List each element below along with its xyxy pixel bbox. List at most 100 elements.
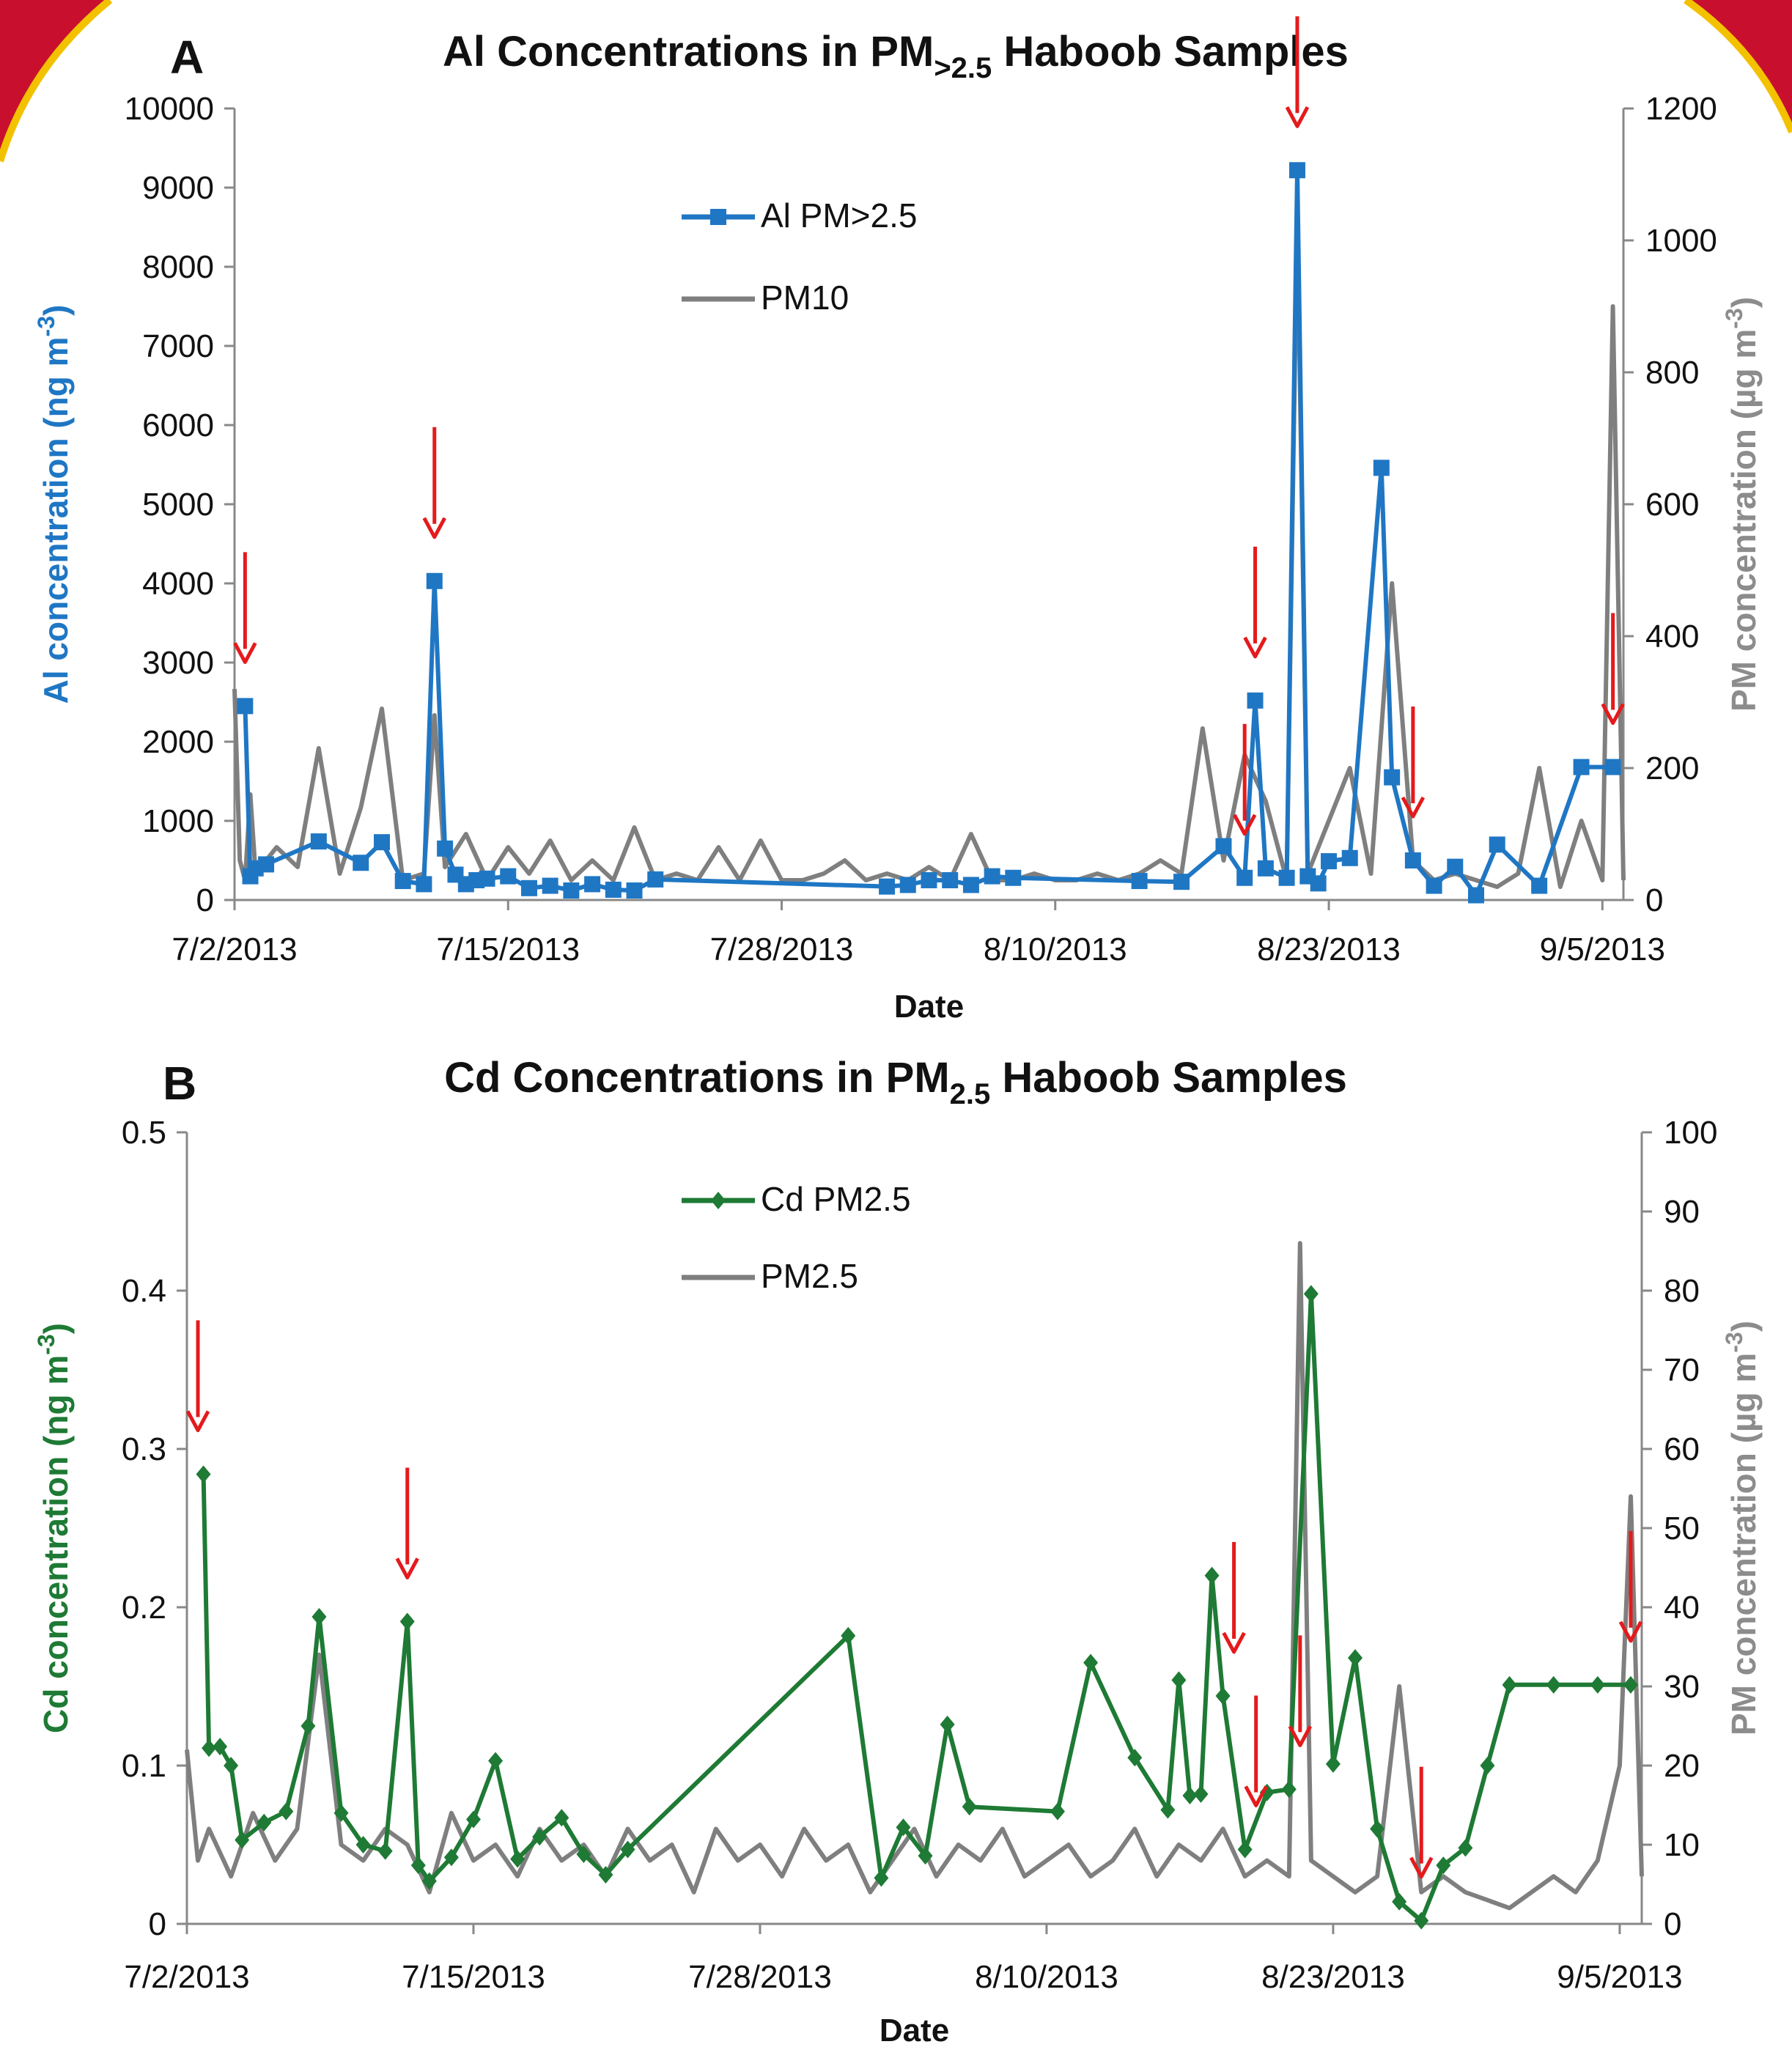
x-tick-label: 7/28/2013 <box>688 1959 832 1995</box>
y2-tick-label: 70 <box>1664 1352 1700 1388</box>
y-tick-label: 0 <box>196 882 214 918</box>
event-arrow-head <box>1232 814 1257 836</box>
data-point <box>224 1757 239 1774</box>
main-series-line <box>243 168 1613 898</box>
y2-axis-label: PM concentration (µg m-3) <box>1721 1321 1763 1736</box>
legend-pm-label: PM2.5 <box>761 1257 858 1295</box>
data-point <box>437 840 454 857</box>
y2-tick-label: 800 <box>1645 355 1699 391</box>
y-tick-label: 9000 <box>142 170 214 206</box>
event-arrow-head <box>185 1410 210 1433</box>
data-point <box>1215 838 1232 855</box>
data-point <box>1341 849 1358 866</box>
banner-right-edge <box>1684 0 1792 133</box>
data-point <box>841 1626 856 1645</box>
panel-a-chart: 0100020003000400050006000700080009000100… <box>33 16 1763 1025</box>
event-arrow-head <box>233 642 257 664</box>
x-tick-label: 8/10/2013 <box>984 932 1127 967</box>
event-arrow-head <box>1601 703 1625 726</box>
data-point <box>443 1848 459 1867</box>
data-point <box>563 882 580 899</box>
data-point <box>1204 1566 1220 1585</box>
main-series-line <box>201 1291 1631 1923</box>
y-tick-label: 8000 <box>142 249 214 285</box>
y-tick-label: 0.2 <box>122 1590 166 1626</box>
data-point <box>410 1856 426 1875</box>
data-point <box>918 1847 933 1865</box>
banner-left-edge <box>0 0 113 163</box>
data-point <box>899 877 916 893</box>
panel-a-title: Al Concentrations in PM>2.5 Haboob Sampl… <box>443 28 1349 84</box>
data-point <box>300 1717 316 1735</box>
event-arrow-head <box>1222 1631 1246 1654</box>
data-point <box>1489 836 1505 853</box>
data-point <box>1005 869 1022 886</box>
data-point <box>1182 1787 1198 1805</box>
data-point <box>279 1802 294 1821</box>
y2-tick-label: 0 <box>1645 882 1663 918</box>
y-axis-label: Cd concentration (ng m-3) <box>33 1323 75 1733</box>
data-point <box>1502 1675 1517 1694</box>
y-tick-label: 1000 <box>142 803 214 839</box>
y-axis-label-main: Al concentration (ng m <box>37 336 75 704</box>
y2-tick-label: 1000 <box>1645 223 1717 259</box>
y2-tick-label: 200 <box>1645 750 1699 786</box>
data-point <box>1590 1675 1605 1694</box>
y2-tick-label: 30 <box>1664 1669 1700 1705</box>
data-point <box>311 1607 327 1626</box>
banner-right-corner <box>1686 0 1792 132</box>
data-point <box>598 1866 613 1884</box>
data-point <box>1546 1675 1561 1694</box>
x-tick-label: 7/2/2013 <box>172 932 297 967</box>
data-point <box>647 871 664 888</box>
y2-axis-label: PM concentration (µg m-3) <box>1721 297 1763 712</box>
data-point <box>554 1809 569 1827</box>
y2-tick-label: 100 <box>1664 1115 1717 1151</box>
legend-main-marker <box>710 209 726 225</box>
data-point <box>962 1798 977 1816</box>
data-point <box>1392 1892 1407 1911</box>
data-point <box>1458 1839 1473 1857</box>
y-tick-label: 0 <box>149 1906 166 1942</box>
data-point <box>1215 1686 1231 1705</box>
y2-tick-label: 90 <box>1664 1194 1700 1230</box>
y2-tick-label: 0 <box>1664 1906 1681 1942</box>
data-point <box>1257 860 1274 877</box>
data-point <box>1236 869 1253 886</box>
y-tick-label: 0.3 <box>122 1431 166 1467</box>
data-point <box>1325 1755 1341 1773</box>
data-point <box>1414 1911 1429 1930</box>
y-tick-label: 6000 <box>142 407 214 443</box>
y2-axis-label-sup: -3 <box>1721 1332 1747 1352</box>
data-point <box>1573 759 1590 775</box>
data-point <box>1083 1653 1099 1672</box>
data-point <box>520 879 537 896</box>
data-point <box>1373 460 1390 476</box>
event-arrow-head <box>1288 1725 1313 1747</box>
y2-tick-label: 1200 <box>1645 91 1717 127</box>
y2-tick-label: 20 <box>1664 1748 1700 1784</box>
data-point <box>874 1869 889 1887</box>
data-point <box>1404 852 1421 868</box>
y-axis-label: Al concentration (ng m-3) <box>33 305 75 704</box>
data-point <box>1127 1749 1143 1767</box>
data-point <box>1247 692 1264 709</box>
y2-axis-label-close: ) <box>1725 1321 1763 1332</box>
x-tick-label: 7/28/2013 <box>710 932 854 967</box>
data-point <box>333 1804 349 1822</box>
data-point <box>416 876 432 893</box>
y-tick-label: 5000 <box>142 487 214 523</box>
data-point <box>1288 162 1305 179</box>
x-tick-label: 8/23/2013 <box>1261 1959 1405 1995</box>
data-point <box>1370 1820 1385 1838</box>
y-tick-label: 7000 <box>142 328 214 364</box>
data-point <box>1160 1801 1176 1819</box>
data-point <box>942 872 959 888</box>
data-point <box>1447 858 1464 875</box>
data-point <box>1278 869 1295 886</box>
data-point <box>1237 1840 1253 1859</box>
data-point <box>940 1715 955 1733</box>
data-point <box>202 1739 217 1758</box>
y2-tick-label: 80 <box>1664 1273 1700 1309</box>
